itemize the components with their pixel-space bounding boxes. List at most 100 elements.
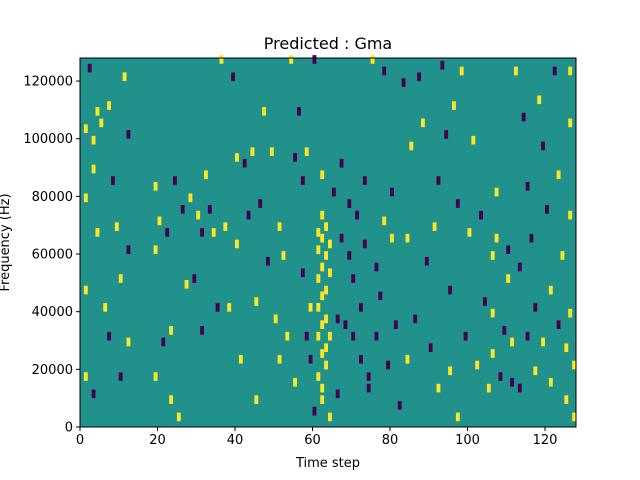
heatmap-cell — [529, 233, 534, 243]
heatmap-cell — [169, 326, 174, 335]
heatmap-cell — [320, 320, 325, 329]
heatmap-cell — [440, 60, 445, 70]
plot-frame — [79, 57, 577, 428]
heatmap-cell — [223, 222, 228, 231]
heatmap-cell — [401, 78, 406, 87]
heatmap-cell — [293, 153, 298, 162]
heatmap-cell — [83, 193, 88, 203]
heatmap-cell — [91, 164, 96, 174]
heatmap-cell — [324, 222, 329, 231]
x-tick-label: 20 — [149, 433, 166, 448]
heatmap-cell — [533, 303, 538, 312]
heatmap-cell — [362, 176, 367, 185]
heatmap-cell — [320, 395, 325, 404]
heatmap-cell — [374, 331, 379, 341]
heatmap-cell — [397, 401, 402, 410]
heatmap-cell — [300, 268, 305, 278]
x-tick-label: 60 — [304, 433, 321, 448]
y-axis: 0 20000 40000 60000 80000 100000 120000 — [23, 75, 80, 436]
heatmap-cell — [533, 366, 538, 376]
heatmap-cell — [165, 228, 170, 237]
heatmap-cell — [196, 210, 201, 220]
heatmap-cell — [572, 360, 577, 370]
heatmap-cell — [494, 233, 499, 243]
heatmap-cell — [471, 135, 476, 145]
heatmap-cell — [254, 395, 259, 404]
heatmap-cell — [486, 383, 491, 393]
heatmap-cell — [339, 233, 344, 243]
heatmap-cell — [192, 274, 197, 283]
heatmap-cell — [304, 331, 309, 341]
heatmap-cell — [483, 297, 487, 306]
heatmap-cell — [204, 170, 208, 180]
heatmap-cell — [207, 205, 212, 214]
x-tick-label: 80 — [382, 433, 399, 448]
heatmap-cell — [552, 66, 557, 76]
heatmap-cell — [107, 101, 112, 110]
heatmap-cell — [393, 320, 398, 329]
heatmap-cell — [126, 245, 131, 255]
heatmap-cell — [374, 262, 379, 272]
heatmap-cell — [126, 337, 131, 347]
heatmap-cell — [428, 343, 433, 353]
heatmap-cell — [262, 107, 267, 116]
heatmap-cell — [281, 251, 286, 260]
heatmap-cell — [328, 239, 332, 249]
heatmap-cell — [541, 337, 546, 347]
heatmap-cell — [568, 308, 573, 318]
heatmap-cell — [548, 285, 553, 295]
heatmap-cell — [382, 66, 387, 76]
heatmap-cell — [211, 228, 216, 237]
heatmap-cell — [452, 101, 456, 110]
heatmap-cell — [390, 187, 394, 197]
heatmap-cell — [266, 256, 270, 266]
chart-title: Predicted : Gma — [264, 34, 392, 53]
heatmap-cell — [153, 245, 158, 255]
heatmap-cell — [176, 412, 181, 422]
heatmap-cell — [347, 199, 352, 208]
heatmap-cell — [424, 256, 429, 266]
heatmap-cell — [362, 239, 367, 249]
heatmap-cell — [556, 320, 561, 329]
heatmap-cell — [188, 193, 193, 203]
heatmap-cell — [324, 314, 329, 324]
heatmap-cell — [258, 199, 263, 208]
x-tick-label: 120 — [533, 433, 558, 448]
heatmap-cell — [351, 331, 356, 341]
heatmap-cell — [455, 412, 460, 422]
heatmap-cell — [436, 383, 441, 393]
heatmap-cell — [390, 233, 394, 243]
heatmap-cell — [494, 187, 499, 197]
heatmap-cell — [289, 55, 294, 64]
heatmap-cell — [316, 228, 321, 237]
heatmap-cell — [490, 349, 495, 358]
heatmap-cell — [308, 354, 313, 364]
heatmap-cell — [83, 372, 88, 381]
heatmap-cell — [184, 279, 189, 289]
heatmap-cell — [324, 285, 329, 295]
heatmap-cell — [320, 210, 325, 220]
heatmap-cell — [370, 55, 375, 64]
heatmap-cell — [118, 274, 123, 283]
x-tick-label: 0 — [76, 433, 84, 448]
heatmap-cell — [169, 395, 174, 404]
heatmap-cell — [545, 205, 549, 214]
heatmap-cell — [568, 66, 573, 76]
y-tick-label: 0 — [65, 421, 73, 436]
heatmap-cell — [517, 262, 522, 272]
heatmap-cell — [235, 239, 239, 249]
heatmap-cell — [328, 268, 332, 278]
heatmap-cell — [328, 331, 332, 341]
heatmap-cell — [320, 349, 325, 358]
heatmap-cell — [320, 262, 325, 272]
heatmap-cell — [378, 291, 383, 301]
heatmap-cell — [157, 216, 162, 226]
heatmap-cell — [517, 383, 522, 393]
x-tick-label: 100 — [455, 433, 480, 448]
heatmap-cell — [359, 303, 363, 312]
heatmap-cell — [200, 228, 205, 237]
heatmap-cell — [324, 251, 329, 260]
heatmap-cell — [506, 245, 511, 255]
heatmap-cell — [308, 303, 313, 312]
